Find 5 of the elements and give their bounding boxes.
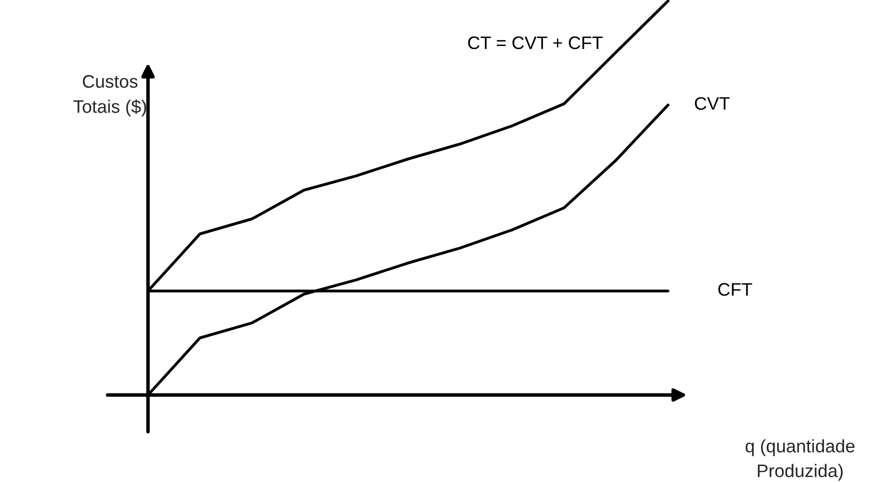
text: CFT — [718, 283, 752, 296]
y-axis-title: Custos Totais ($) — [73, 75, 146, 117]
series-label: CVT — [694, 97, 730, 110]
x-axis-title: q (quantidade Produzida) — [746, 439, 854, 481]
series-label: CT = CVT + CFT — [468, 36, 603, 50]
